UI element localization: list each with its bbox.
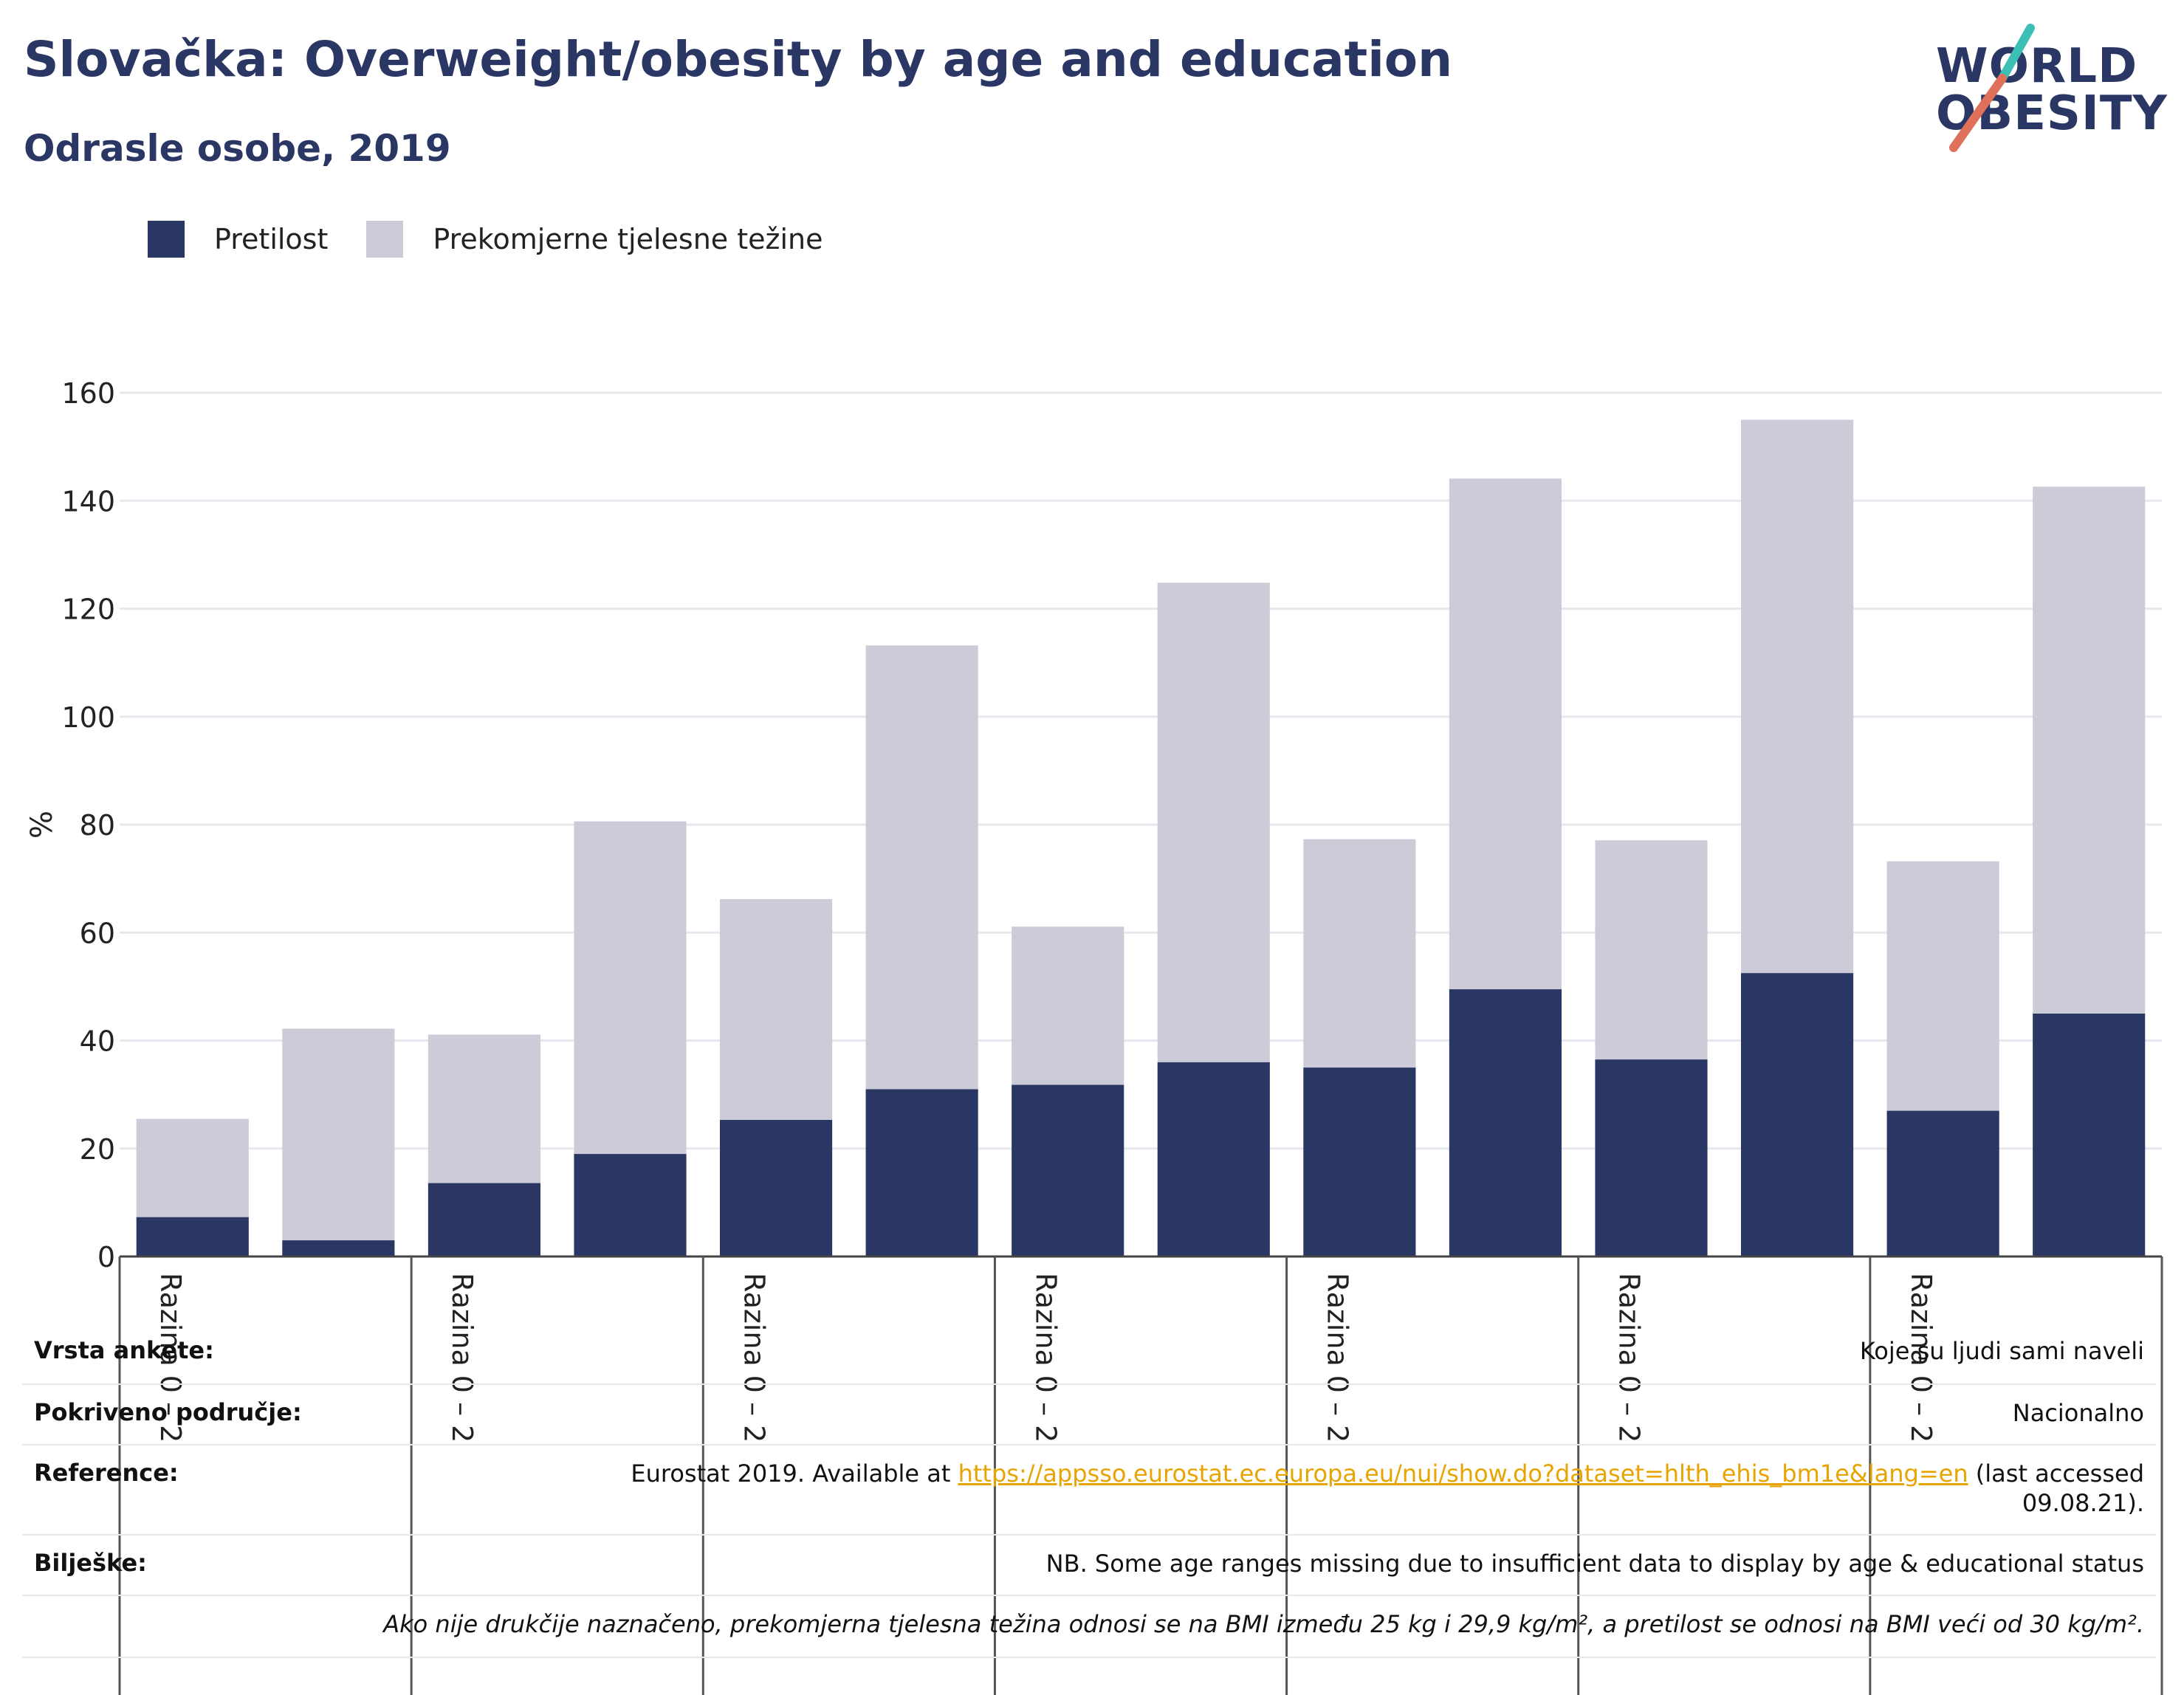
y-axis-label: %	[25, 811, 59, 839]
obesity-bar	[1157, 1062, 1270, 1256]
notes-label: Bilješke:	[34, 1549, 147, 1577]
overweight-bar	[1449, 478, 1562, 990]
y-tick-label: 0	[97, 1241, 115, 1273]
legend-label-obesity: Pretilost	[214, 223, 329, 255]
obesity-bar	[282, 1240, 395, 1256]
legend-item-obesity[interactable]: Pretilost	[148, 221, 328, 258]
x-group-label: Razina 0 – 2	[446, 1273, 478, 1443]
logo-line-1: WORLD	[1936, 39, 2138, 94]
legend-swatch-overweight	[366, 221, 404, 258]
overweight-bar	[865, 645, 978, 1090]
obesity-bar	[1595, 1059, 1708, 1256]
overweight-bar	[1886, 861, 1999, 1111]
y-tick-label: 60	[80, 917, 115, 949]
obesity-bar	[1449, 989, 1562, 1256]
x-group-label: Razina 0 – 2	[154, 1273, 187, 1443]
overweight-bar	[427, 1034, 540, 1183]
reference-label: Reference:	[34, 1459, 179, 1487]
obesity-bar	[720, 1119, 833, 1256]
chart-subtitle: Odrasle osobe, 2019	[24, 127, 451, 170]
chart-legend: Pretilost Prekomjerne tjelesne težine	[148, 220, 862, 258]
y-tick-label: 100	[61, 701, 115, 734]
survey-type-value: Koje su ljudi sami naveli	[1859, 1337, 2144, 1365]
logo-slash-icon	[1949, 24, 2035, 152]
info-row-definition: Ako nije drukčije naznačeno, prekomjerna…	[22, 1595, 2156, 1658]
reference-prefix: Eurostat 2019. Available at	[631, 1460, 958, 1488]
y-tick-label: 20	[80, 1133, 115, 1166]
overweight-bar	[720, 898, 833, 1120]
definition-text: Ako nije drukčije naznačeno, prekomjerna…	[383, 1610, 2144, 1638]
y-tick-label: 80	[80, 809, 115, 842]
overweight-bar	[1012, 926, 1124, 1085]
obesity-bar	[574, 1154, 687, 1256]
world-obesity-logo: WORLD OBESITY	[1920, 22, 2171, 155]
info-row-coverage: Pokriveno područje: Nacionalno	[22, 1383, 2156, 1445]
reference-value: Eurostat 2019. Available at https://apps…	[631, 1459, 2144, 1518]
obesity-bar	[136, 1217, 249, 1256]
overweight-bar	[282, 1028, 395, 1241]
obesity-bar	[1886, 1110, 1999, 1256]
x-group-label: Razina 0 – 2	[1029, 1273, 1062, 1443]
overweight-bar	[574, 821, 687, 1155]
info-row-reference: Reference: Eurostat 2019. Available at h…	[22, 1444, 2156, 1536]
overweight-bar	[1741, 419, 1854, 974]
overweight-bar	[1595, 840, 1708, 1060]
y-tick-label: 40	[80, 1025, 115, 1058]
legend-item-overweight[interactable]: Prekomjerne tjelesne težine	[366, 221, 823, 258]
overweight-bar	[136, 1118, 249, 1217]
coverage-value: Nacionalno	[2012, 1399, 2144, 1427]
survey-type-label: Vrsta ankete:	[34, 1336, 214, 1364]
obesity-bar	[1741, 973, 1854, 1256]
info-row-notes: Bilješke: NB. Some age ranges missing du…	[22, 1534, 2156, 1596]
reference-line-1: Eurostat 2019. Available at https://apps…	[631, 1459, 2144, 1488]
obesity-bar	[1303, 1067, 1416, 1256]
notes-value: NB. Some age ranges missing due to insuf…	[1045, 1550, 2144, 1578]
obesity-bar	[865, 1089, 978, 1256]
y-tick-label: 120	[61, 594, 115, 626]
reference-date: 09.08.21).	[2022, 1489, 2144, 1517]
obesity-bar	[427, 1183, 540, 1256]
reference-suffix: (last accessed	[1968, 1460, 2144, 1488]
obesity-bar	[2033, 1013, 2146, 1256]
x-group-label: Razina 0 – 2	[738, 1273, 770, 1443]
legend-swatch-obesity	[148, 221, 185, 258]
x-group-label: Razina 0 – 2	[1905, 1273, 1937, 1443]
overweight-bar	[2033, 487, 2146, 1014]
info-row-survey: Vrsta ankete: Koje su ljudi sami naveli	[22, 1321, 2156, 1385]
coverage-label: Pokriveno područje:	[34, 1398, 302, 1426]
x-group-label: Razina 0 – 2	[1322, 1273, 1354, 1443]
overweight-bar	[1157, 582, 1270, 1062]
chart-title: Slovačka: Overweight/obesity by age and …	[24, 31, 1453, 88]
overweight-bar	[1303, 839, 1416, 1068]
legend-label-overweight: Prekomjerne tjelesne težine	[433, 223, 823, 255]
reference-link[interactable]: https://appsso.eurostat.ec.europa.eu/nui…	[958, 1460, 1968, 1488]
y-tick-label: 140	[61, 485, 115, 518]
y-tick-label: 160	[61, 377, 115, 410]
x-group-label: Razina 0 – 2	[1613, 1273, 1646, 1443]
obesity-bar	[1012, 1084, 1124, 1256]
